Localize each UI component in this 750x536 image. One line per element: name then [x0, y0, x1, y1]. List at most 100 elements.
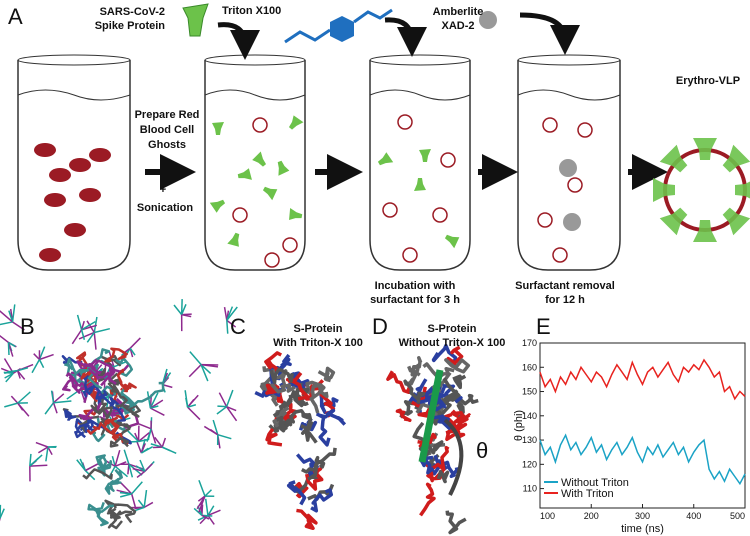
surfactant [150, 428, 157, 444]
step-label: Incubation with [375, 280, 456, 292]
panel-title: S-Protein [428, 323, 477, 335]
surfactant [200, 364, 212, 374]
surfactant [119, 481, 133, 495]
protein-strand [444, 358, 471, 374]
panel-label: B [20, 314, 35, 339]
surfactant [150, 407, 165, 416]
protein-strand [269, 367, 295, 384]
ghost [252, 117, 268, 133]
protein-strand [78, 402, 102, 421]
protein-strand [317, 366, 336, 383]
surfactant [0, 508, 5, 519]
surfactant [127, 430, 140, 443]
red-cell [69, 158, 91, 172]
surfactant [140, 444, 146, 454]
protein-strand [419, 482, 436, 517]
surfactant [94, 327, 111, 334]
surfactant [114, 465, 129, 478]
surfactant [226, 320, 229, 334]
surfactant [150, 405, 159, 409]
surfactant [11, 304, 16, 323]
surfactant [138, 423, 152, 430]
surfactant [161, 437, 167, 448]
surfactant [119, 491, 132, 495]
surfactant [53, 393, 65, 404]
surfactant [226, 406, 238, 422]
panel-label: A [8, 4, 23, 29]
protein-strand [94, 503, 120, 527]
y-tick-label: 160 [522, 362, 537, 372]
surfactant [149, 392, 159, 409]
surfactant [78, 331, 95, 340]
ghost [282, 237, 298, 253]
step-label: Surfactant removal [515, 280, 615, 292]
surfactant [12, 321, 25, 331]
surfactant [84, 462, 99, 472]
surfactant [16, 370, 26, 380]
protein-strand [115, 356, 134, 377]
surfactant [17, 402, 30, 417]
spike [722, 144, 750, 173]
legend-label: Without Triton [561, 477, 629, 489]
step-label: surfactant for 3 h [370, 294, 460, 306]
surfactant [50, 390, 55, 403]
protein-strand [301, 412, 314, 431]
surfactant [31, 359, 41, 374]
protein-strand [109, 436, 130, 448]
ghost [542, 117, 558, 133]
protein-strand [386, 370, 412, 395]
y-tick-label: 140 [522, 411, 537, 421]
protein-strand [300, 424, 318, 444]
protein-strand [112, 378, 128, 408]
surfactant [226, 306, 234, 321]
reagent-label: Triton X100 [222, 5, 281, 17]
surfactant [136, 470, 146, 479]
spike [289, 208, 303, 221]
red-cell [34, 143, 56, 157]
red-cell [64, 223, 86, 237]
surfactant [71, 329, 83, 345]
protein-strand [408, 378, 428, 405]
protein-strand [265, 383, 280, 395]
protein-strand [275, 415, 293, 432]
y-tick-label: 130 [522, 435, 537, 445]
angle-arc [443, 418, 464, 496]
protein-strand [86, 422, 112, 435]
panel-title: S-Protein [294, 323, 343, 335]
protein-strand [83, 419, 105, 434]
surfactant [207, 515, 215, 525]
protein-strand [272, 399, 293, 418]
surfactant [129, 347, 136, 356]
surfactant [180, 303, 187, 315]
surfactant [201, 514, 210, 520]
surfactant [226, 405, 237, 412]
protein-strand [442, 377, 462, 404]
y-tick-label: 120 [522, 459, 537, 469]
protein-strand [319, 408, 347, 426]
red-cell [49, 168, 71, 182]
surfactant [35, 441, 49, 448]
panel-label: C [230, 314, 246, 339]
protein-strand [82, 380, 95, 398]
step-label: + [160, 184, 166, 196]
surfactant [137, 499, 145, 508]
protein-strand [315, 412, 331, 447]
panel-label: D [372, 314, 388, 339]
protein-strand [433, 413, 451, 430]
surfactant [17, 391, 31, 404]
surfactant [143, 501, 154, 509]
ghost [397, 114, 413, 130]
protein-strand [318, 390, 339, 415]
surfactant [207, 505, 215, 516]
protein-strand [425, 445, 450, 472]
surfactant [136, 441, 143, 454]
surfactant [147, 428, 152, 440]
spike [419, 149, 431, 162]
surfactant [29, 457, 40, 467]
surfactant [4, 402, 18, 408]
product-label: Erythro-VLP [676, 75, 740, 87]
surfactant [38, 346, 46, 360]
spike [277, 160, 290, 176]
protein-strand [269, 357, 291, 386]
